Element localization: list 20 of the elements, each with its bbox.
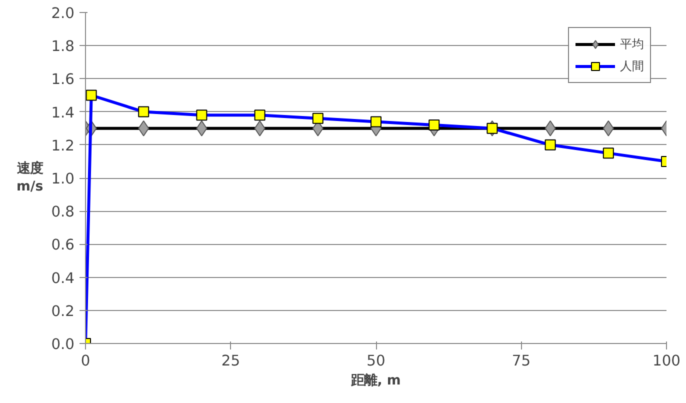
y-tick-label: 1.6 <box>51 71 75 88</box>
x-tick-label: 100 <box>652 352 680 370</box>
x-tick-label: 25 <box>221 352 240 370</box>
y-tick-label: 0.0 <box>51 336 75 353</box>
y-tick-label: 1.8 <box>51 38 75 56</box>
legend-label: 平均 <box>620 36 644 52</box>
y-tick-label: 0.2 <box>51 302 75 320</box>
y-tick-label: 1.2 <box>51 137 75 154</box>
y-tick-label: 2.0 <box>51 5 75 22</box>
y-tick-label: 1.4 <box>51 104 75 122</box>
legend-label: 人間 <box>620 58 644 74</box>
y-tick-label: 0.6 <box>51 236 75 254</box>
y-tick-label: 0.8 <box>51 204 75 221</box>
x-tick-label: 75 <box>512 352 531 370</box>
x-tick-label: 0 <box>80 352 90 370</box>
y-tick-label: 1.0 <box>51 170 75 188</box>
y-axis-title: 速度 m/s <box>16 160 44 194</box>
y-tick-label: 0.4 <box>51 270 75 287</box>
x-axis-title: 距離, m <box>350 374 401 388</box>
x-tick-label: 50 <box>366 352 386 370</box>
